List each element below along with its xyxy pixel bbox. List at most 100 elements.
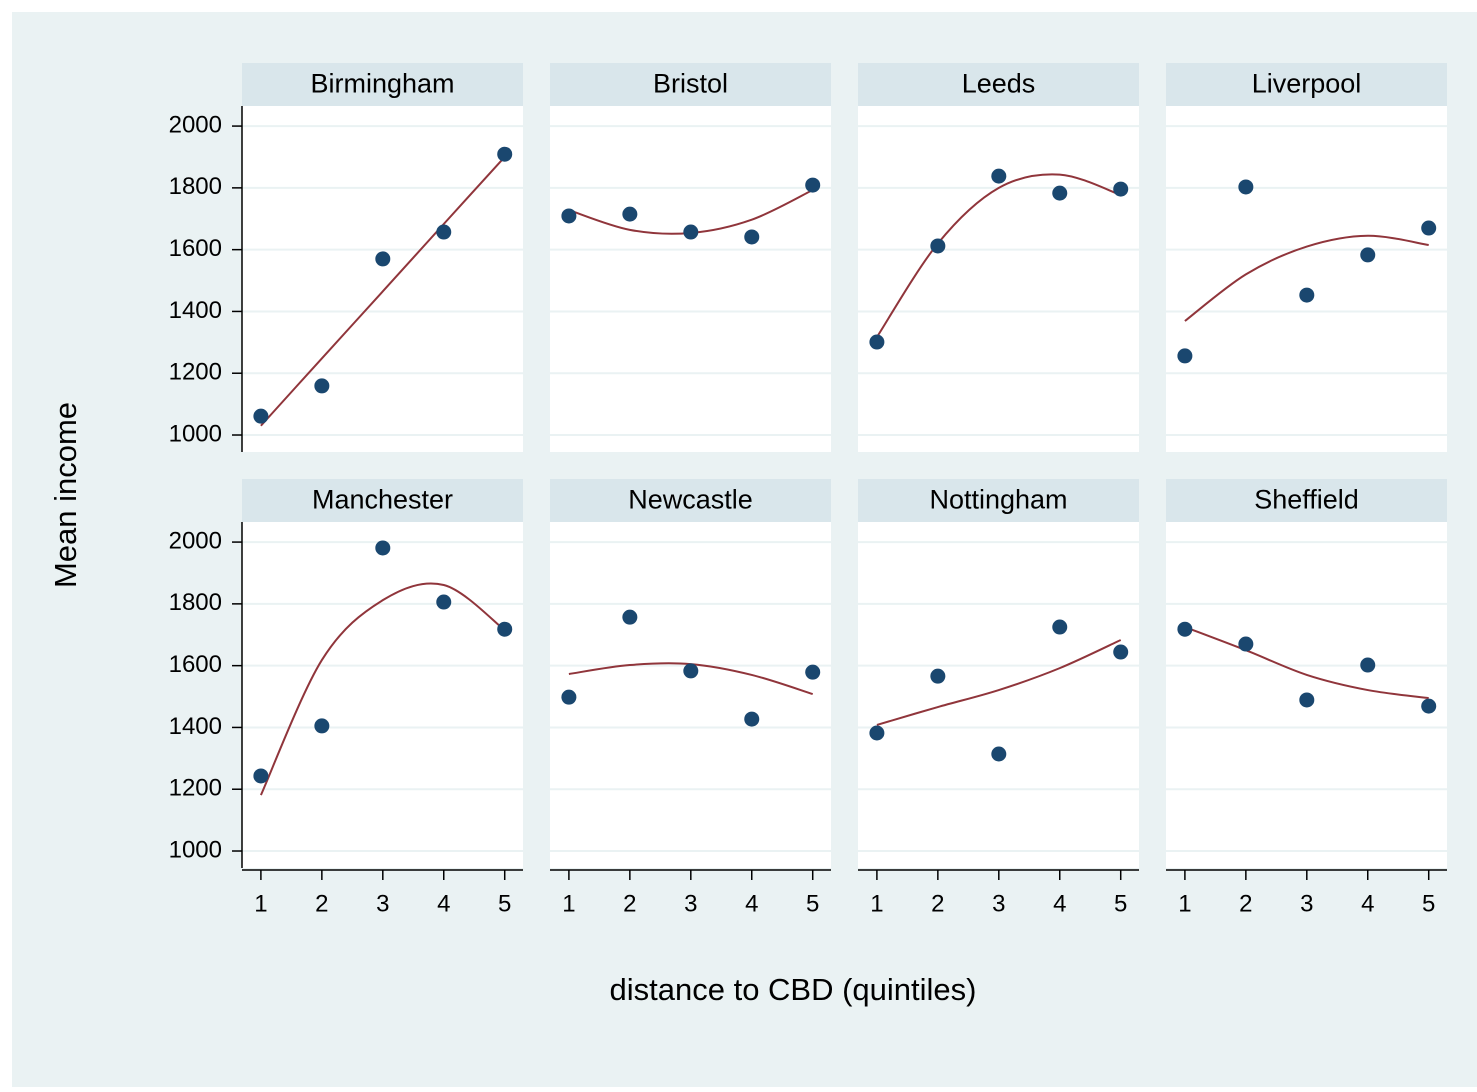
panel-header [242, 63, 523, 106]
x-tick-label: 1 [1178, 890, 1191, 917]
y-tick-label: 1600 [169, 651, 222, 678]
x-tick-label: 2 [931, 890, 944, 917]
panel-header [550, 479, 831, 522]
fit-line [876, 173, 1122, 338]
x-tick-label: 2 [623, 890, 636, 917]
x-tick-label: 4 [745, 890, 758, 917]
plot-area [242, 522, 523, 868]
fit-line [260, 156, 506, 427]
point [744, 229, 760, 245]
point [930, 668, 946, 684]
point [991, 168, 1007, 184]
panel-header [858, 63, 1139, 106]
fit-line [1184, 626, 1429, 700]
point [253, 768, 269, 784]
fit-line [259, 582, 506, 796]
point [1360, 247, 1376, 263]
x-tick-label: 5 [498, 890, 511, 917]
x-tick-label: 5 [1422, 890, 1435, 917]
point [1052, 185, 1068, 201]
plot-area [550, 522, 831, 868]
panel-title: Nottingham [929, 485, 1067, 515]
point [683, 224, 699, 240]
point [1052, 619, 1068, 635]
point [314, 718, 330, 734]
point [1113, 181, 1129, 197]
x-tick-label: 4 [1361, 890, 1374, 917]
panel-title: Liverpool [1252, 69, 1362, 99]
point [1177, 348, 1193, 364]
point [622, 206, 638, 222]
plot-area [858, 106, 1139, 452]
point [561, 689, 577, 705]
fit-line [876, 639, 1122, 726]
point [1299, 692, 1315, 708]
point [869, 334, 885, 350]
point [1238, 179, 1254, 195]
panel-title: Sheffield [1254, 485, 1359, 515]
panel-header [242, 479, 523, 522]
point [436, 594, 452, 610]
point [561, 208, 577, 224]
x-tick-label: 4 [437, 890, 450, 917]
x-tick-label: 1 [562, 890, 575, 917]
y-tick-label: 1400 [169, 713, 222, 740]
y-tick-label: 1600 [169, 235, 222, 262]
point [805, 177, 821, 193]
point [805, 664, 821, 680]
y-axis-title: Mean income [48, 402, 83, 588]
panel-header [1166, 479, 1447, 522]
x-tick-label: 3 [1300, 890, 1313, 917]
panel-title: Manchester [312, 485, 453, 515]
fit-line [1184, 234, 1429, 322]
plot-area [1166, 106, 1447, 452]
panel-header [858, 479, 1139, 522]
plot-area [858, 522, 1139, 868]
point [1360, 657, 1376, 673]
x-tick-label: 3 [992, 890, 1005, 917]
point [1238, 636, 1254, 652]
point [683, 663, 699, 679]
point [497, 621, 513, 637]
y-tick-label: 1400 [169, 297, 222, 324]
point [869, 725, 885, 741]
panel-title: Bristol [653, 69, 728, 99]
panel-header [1166, 63, 1447, 106]
x-axis-title: distance to CBD (quintiles) [610, 972, 977, 1007]
point [1113, 644, 1129, 660]
point [930, 238, 946, 254]
point [1421, 220, 1437, 236]
point [1299, 287, 1315, 303]
x-tick-label: 1 [254, 890, 267, 917]
point [991, 746, 1007, 762]
y-tick-label: 2000 [169, 527, 222, 554]
point [622, 609, 638, 625]
point [314, 378, 330, 394]
y-tick-label: 1200 [169, 775, 222, 802]
point [436, 224, 452, 240]
y-tick-label: 1000 [169, 420, 222, 447]
y-tick-label: 1800 [169, 173, 222, 200]
x-tick-label: 1 [870, 890, 883, 917]
point [1421, 698, 1437, 714]
x-tick-label: 2 [315, 890, 328, 917]
x-tick-label: 3 [376, 890, 389, 917]
panel-title: Leeds [962, 69, 1036, 99]
panel-header [550, 63, 831, 106]
point [497, 146, 513, 162]
x-tick-label: 2 [1239, 890, 1252, 917]
y-tick-label: 1800 [169, 589, 222, 616]
x-tick-label: 3 [684, 890, 697, 917]
x-tick-label: 4 [1053, 890, 1066, 917]
point [375, 251, 391, 267]
plot-area [550, 106, 831, 452]
panel-title: Birmingham [310, 69, 454, 99]
panel-title: Newcastle [628, 485, 753, 515]
point [1177, 621, 1193, 637]
x-tick-label: 5 [1114, 890, 1127, 917]
x-tick-label: 5 [806, 890, 819, 917]
y-tick-label: 2000 [169, 111, 222, 138]
y-tick-label: 1000 [169, 836, 222, 863]
point [253, 408, 269, 424]
point [744, 711, 760, 727]
